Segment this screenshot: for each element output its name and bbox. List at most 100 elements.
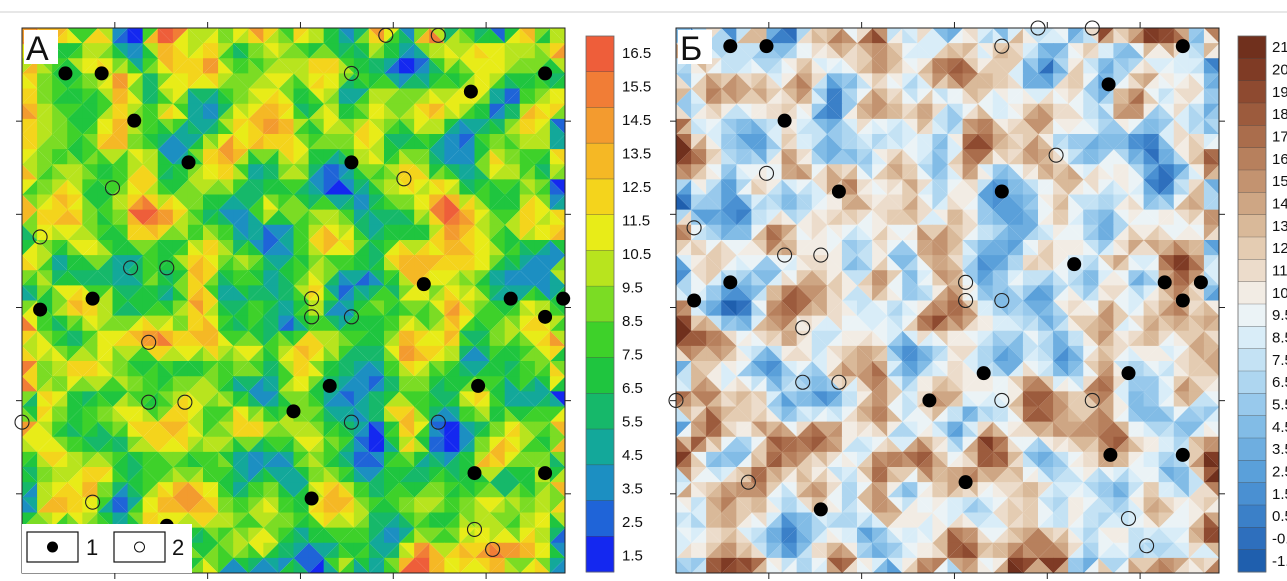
heat-cell	[172, 436, 189, 453]
heat-cell	[706, 497, 722, 514]
heat-cell	[459, 330, 476, 347]
heat-cell	[1188, 133, 1205, 150]
heat-cell	[872, 28, 888, 44]
heat-cell	[962, 133, 979, 150]
heat-cell	[52, 194, 68, 211]
heat-cell	[1038, 58, 1054, 75]
heat-cell	[22, 497, 38, 514]
heat-cell	[248, 43, 264, 59]
heat-cell	[549, 376, 565, 392]
heat-cell	[97, 43, 114, 59]
heat-cell	[474, 482, 491, 498]
heat-cell	[218, 345, 234, 362]
heat-cell	[474, 345, 491, 362]
heat-cell	[1143, 285, 1160, 302]
heat-cell	[248, 58, 264, 75]
heat-cell	[977, 391, 994, 408]
heat-cell	[233, 315, 249, 332]
heat-cell	[841, 421, 858, 438]
heat-cell	[781, 436, 798, 453]
heat-cell	[992, 209, 1009, 226]
heat-cell	[414, 406, 430, 423]
heat-cell	[37, 179, 53, 196]
heat-cell	[399, 73, 415, 90]
heat-cell	[459, 361, 476, 377]
heat-cell	[203, 300, 219, 317]
heat-cell	[429, 557, 445, 573]
heat-cell	[157, 300, 174, 317]
heat-cell	[932, 361, 949, 377]
heat-cell	[97, 482, 114, 498]
heat-cell	[932, 58, 949, 75]
heat-cell	[22, 315, 38, 332]
heat-cell	[857, 43, 873, 59]
heat-cell	[736, 118, 753, 135]
heat-cell	[399, 209, 415, 226]
heat-cell	[887, 376, 903, 392]
heat-cell	[902, 497, 918, 514]
heat-cell	[796, 149, 813, 165]
heat-cell	[736, 391, 753, 408]
heat-cell	[549, 255, 565, 271]
heat-cell	[384, 421, 400, 438]
heat-cell	[263, 270, 280, 286]
heat-cell	[459, 194, 476, 211]
heat-cell	[414, 43, 430, 59]
heat-cell	[142, 149, 159, 165]
heat-cell	[549, 239, 565, 256]
heat-cell	[932, 482, 949, 498]
heat-cell	[706, 103, 722, 120]
heat-cell	[414, 224, 430, 241]
heat-cell	[323, 512, 340, 529]
heat-cell	[368, 103, 385, 120]
heat-cell	[233, 482, 249, 498]
heat-cell	[308, 239, 325, 256]
heat-cell	[293, 133, 310, 150]
heat-cell	[1007, 376, 1024, 392]
heat-cell	[1203, 467, 1219, 483]
heat-cell	[1022, 149, 1039, 165]
heat-cell	[187, 436, 204, 453]
heat-cell	[353, 391, 370, 408]
heat-cell	[796, 179, 813, 196]
heat-cell	[323, 103, 340, 120]
heat-cell	[1083, 376, 1099, 392]
heat-cell	[263, 512, 280, 529]
heat-cell	[1158, 467, 1175, 483]
filled-point	[503, 291, 518, 306]
heat-cell	[293, 376, 310, 392]
heat-cell	[233, 270, 249, 286]
heat-cell	[233, 194, 249, 211]
heat-cell	[112, 300, 129, 317]
heat-cell	[796, 58, 813, 75]
heat-cell	[1022, 118, 1039, 135]
heat-cell	[706, 451, 722, 468]
heat-cell	[353, 43, 370, 59]
heat-cell	[932, 224, 949, 241]
heat-cell	[932, 239, 949, 256]
heat-cell	[474, 270, 491, 286]
heat-cell	[1022, 209, 1039, 226]
heat-cell	[1158, 209, 1175, 226]
heat-cell	[218, 467, 234, 483]
heat-cell	[414, 300, 430, 317]
heat-cell	[504, 43, 521, 59]
colorbar-segment	[586, 393, 614, 430]
heat-cell	[751, 179, 768, 196]
heat-cell	[263, 224, 280, 241]
heat-cell	[429, 224, 445, 241]
heat-cell	[157, 43, 174, 59]
heat-cell	[218, 300, 234, 317]
heat-cell	[887, 58, 903, 75]
heat-cell	[977, 239, 994, 256]
heat-cell	[248, 300, 264, 317]
heat-cell	[691, 118, 707, 135]
heat-cell	[1068, 224, 1084, 241]
heat-cell	[534, 209, 551, 226]
heat-cell	[841, 436, 858, 453]
heat-cell	[751, 224, 768, 241]
heat-cell	[474, 300, 491, 317]
heat-cell	[187, 103, 204, 120]
heat-cell	[1188, 467, 1205, 483]
heat-cell	[142, 209, 159, 226]
